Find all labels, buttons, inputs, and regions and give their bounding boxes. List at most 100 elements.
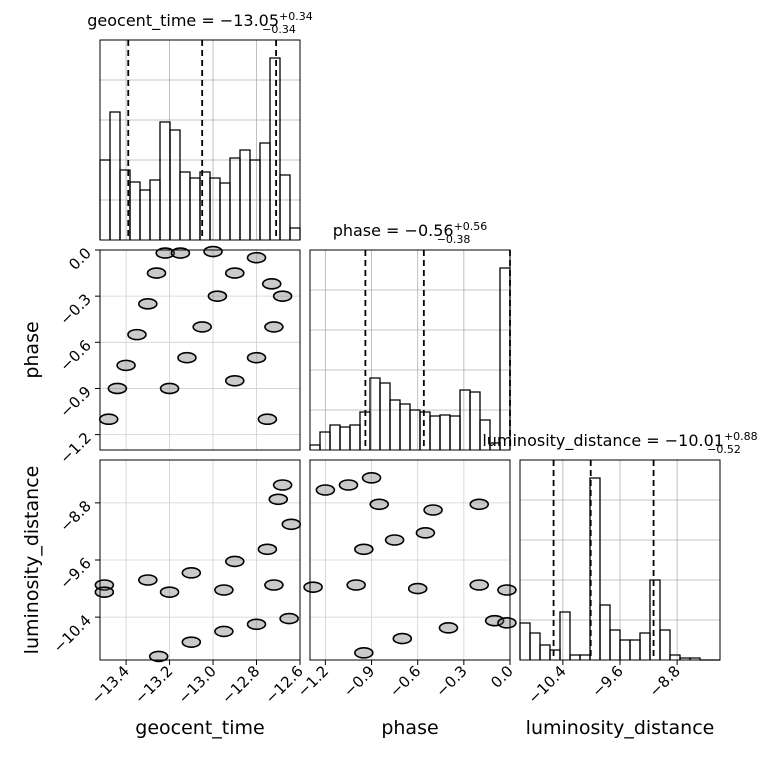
hist-step bbox=[589, 477, 601, 660]
hist-step bbox=[619, 639, 631, 660]
density-blob bbox=[354, 647, 374, 659]
title-plus: +0.34 bbox=[279, 10, 313, 23]
panel-frame bbox=[99, 249, 301, 451]
x-tick-label: −0.3 bbox=[432, 662, 470, 700]
density-blob bbox=[484, 614, 505, 627]
hist-step bbox=[479, 419, 491, 450]
density-blob bbox=[272, 479, 293, 491]
x-tick-label: −9.6 bbox=[588, 662, 626, 700]
density-blob bbox=[181, 636, 202, 648]
density-blob bbox=[98, 413, 119, 426]
hist-step bbox=[639, 632, 651, 660]
density-blob bbox=[392, 632, 413, 645]
density-blob bbox=[264, 579, 284, 591]
density-blob bbox=[94, 586, 115, 598]
hist-step bbox=[669, 654, 681, 660]
panel-title: luminosity_distance = −10.01+0.88 −0.52 bbox=[482, 430, 757, 456]
hist-step bbox=[279, 174, 291, 240]
density-blob bbox=[497, 584, 517, 596]
title-plus: +0.88 bbox=[724, 430, 758, 443]
title-main: geocent_time = −13.05 bbox=[87, 11, 279, 31]
hist-step bbox=[289, 227, 301, 240]
hist-step bbox=[129, 181, 141, 240]
density-blob bbox=[214, 584, 234, 596]
density-blob bbox=[268, 493, 289, 506]
y-tick-label: −1.2 bbox=[56, 429, 94, 467]
density-blob bbox=[224, 555, 245, 568]
panel-frame bbox=[99, 39, 301, 241]
density-blob bbox=[177, 351, 197, 364]
y-tick-label: −9.6 bbox=[56, 554, 94, 592]
title-minus: −0.34 bbox=[262, 23, 296, 36]
density-blob bbox=[246, 351, 267, 364]
density-blob bbox=[272, 290, 293, 302]
density-blob bbox=[257, 413, 278, 426]
x-tick-label: −0.9 bbox=[340, 662, 378, 700]
hist-step bbox=[579, 654, 591, 660]
hist-step bbox=[139, 189, 151, 240]
density-blob bbox=[469, 579, 490, 591]
title-minus: −0.52 bbox=[707, 443, 741, 456]
x-axis-label: geocent_time bbox=[135, 717, 264, 739]
hist-step bbox=[569, 654, 581, 660]
density-blob bbox=[354, 543, 374, 556]
x-tick-label: −13.2 bbox=[131, 662, 176, 707]
x-tick-label: −12.8 bbox=[218, 662, 263, 707]
y-tick-label: −0.3 bbox=[56, 290, 94, 328]
hist-step bbox=[539, 644, 551, 660]
density-blob bbox=[246, 618, 267, 631]
density-blob bbox=[214, 625, 234, 638]
hist-step bbox=[599, 604, 611, 660]
hist-step bbox=[629, 639, 641, 660]
hist-step bbox=[529, 632, 541, 660]
title-minus: −0.38 bbox=[437, 233, 471, 246]
density-blob bbox=[438, 622, 459, 634]
density-blob bbox=[246, 251, 267, 264]
density-blob bbox=[181, 567, 202, 579]
hist-step bbox=[229, 157, 241, 240]
density-blob bbox=[224, 267, 245, 279]
x-tick-label: −13.4 bbox=[88, 662, 133, 707]
hist-step bbox=[309, 444, 321, 450]
title-main: luminosity_distance = −10.01 bbox=[482, 431, 724, 451]
y-axis-label: luminosity_distance bbox=[21, 466, 43, 655]
hist-step bbox=[269, 57, 281, 240]
hist-step bbox=[449, 415, 461, 450]
y-tick-label: −0.6 bbox=[56, 336, 94, 374]
density-blob bbox=[279, 612, 299, 625]
density-blob bbox=[148, 650, 169, 663]
density-blob bbox=[192, 321, 212, 333]
density-blob bbox=[107, 382, 128, 395]
density-blob bbox=[203, 245, 223, 258]
density-blob bbox=[224, 374, 245, 387]
density-blob bbox=[384, 534, 405, 546]
density-blob bbox=[497, 617, 517, 629]
hist-step bbox=[159, 121, 171, 240]
hist-step bbox=[519, 622, 531, 660]
density-blob bbox=[159, 382, 180, 395]
title-main: phase = −0.56 bbox=[333, 221, 454, 240]
hist-step bbox=[379, 382, 391, 450]
y-tick-label: 0.0 bbox=[65, 244, 95, 274]
hist-step bbox=[209, 177, 221, 240]
density-blob bbox=[415, 527, 436, 539]
density-blob bbox=[138, 298, 158, 310]
hist-step bbox=[339, 426, 351, 450]
density-blob bbox=[170, 247, 191, 259]
density-blob bbox=[257, 543, 278, 556]
hist-step bbox=[189, 177, 201, 240]
density-blob bbox=[369, 498, 390, 511]
hist-step bbox=[399, 403, 411, 450]
y-tick-label: −0.9 bbox=[56, 383, 94, 421]
hist-step bbox=[169, 129, 181, 240]
density-blob bbox=[264, 321, 284, 333]
y-axis-label: phase bbox=[21, 321, 43, 378]
density-blob bbox=[207, 290, 228, 302]
density-blob bbox=[303, 581, 323, 593]
hist-step bbox=[239, 149, 251, 240]
x-tick-label: −13.0 bbox=[175, 662, 220, 707]
hist-step bbox=[259, 142, 271, 240]
hist-step bbox=[439, 414, 451, 450]
density-blob bbox=[138, 574, 158, 586]
